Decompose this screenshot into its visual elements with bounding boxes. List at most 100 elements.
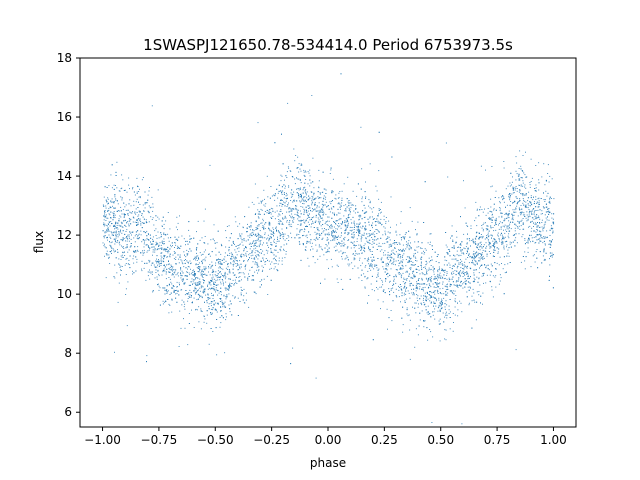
data-point bbox=[196, 290, 198, 291]
data-point bbox=[152, 240, 154, 242]
data-point bbox=[395, 275, 397, 277]
data-point bbox=[503, 245, 505, 247]
data-point bbox=[377, 245, 379, 247]
data-point bbox=[409, 258, 411, 260]
data-point bbox=[354, 225, 356, 227]
data-point bbox=[318, 202, 320, 204]
data-point bbox=[393, 278, 395, 280]
data-point bbox=[163, 249, 165, 251]
data-point bbox=[531, 212, 532, 214]
data-point bbox=[277, 251, 279, 253]
data-point bbox=[452, 239, 454, 241]
data-point bbox=[247, 231, 248, 233]
data-point bbox=[167, 212, 169, 213]
data-point bbox=[181, 299, 183, 301]
data-point bbox=[212, 276, 214, 278]
data-point bbox=[268, 240, 270, 242]
data-point bbox=[103, 215, 104, 217]
data-point bbox=[299, 200, 301, 202]
data-point bbox=[313, 216, 315, 218]
data-point bbox=[170, 244, 171, 246]
data-point bbox=[495, 190, 497, 192]
data-point bbox=[315, 234, 317, 236]
data-point bbox=[413, 294, 415, 296]
data-point bbox=[264, 233, 266, 235]
data-point bbox=[438, 274, 440, 276]
data-point bbox=[364, 266, 366, 268]
data-point bbox=[202, 291, 204, 293]
data-point bbox=[466, 267, 468, 269]
data-point bbox=[460, 285, 462, 287]
data-point bbox=[255, 227, 257, 228]
data-point bbox=[196, 252, 197, 254]
data-point bbox=[399, 234, 401, 236]
data-point bbox=[187, 300, 189, 302]
data-point bbox=[379, 278, 381, 280]
data-point bbox=[504, 241, 506, 243]
data-point bbox=[348, 200, 350, 201]
data-point bbox=[161, 256, 163, 258]
data-point bbox=[109, 244, 111, 246]
data-point bbox=[473, 254, 475, 256]
data-point bbox=[227, 263, 229, 265]
data-point bbox=[240, 256, 242, 258]
data-point bbox=[459, 274, 461, 276]
data-point bbox=[423, 302, 425, 303]
data-point bbox=[413, 276, 415, 278]
data-point bbox=[263, 189, 265, 191]
data-point bbox=[508, 213, 510, 215]
data-point bbox=[114, 243, 116, 245]
data-point bbox=[111, 241, 113, 243]
data-point bbox=[206, 302, 208, 304]
data-point bbox=[455, 241, 457, 243]
data-point bbox=[517, 202, 518, 204]
data-point bbox=[225, 230, 227, 232]
data-point bbox=[139, 204, 141, 205]
data-point bbox=[137, 250, 139, 252]
data-point bbox=[427, 287, 429, 289]
data-point bbox=[265, 203, 267, 205]
data-point bbox=[187, 266, 189, 267]
data-point bbox=[143, 243, 145, 245]
data-point bbox=[289, 207, 291, 209]
data-point bbox=[251, 232, 253, 234]
data-point bbox=[340, 245, 342, 247]
data-point bbox=[164, 249, 166, 251]
data-point bbox=[374, 265, 375, 267]
data-point bbox=[125, 258, 127, 260]
data-point bbox=[352, 237, 354, 239]
data-point bbox=[257, 122, 259, 124]
data-point bbox=[376, 287, 377, 288]
data-point bbox=[350, 219, 352, 221]
data-point bbox=[377, 272, 379, 274]
data-point bbox=[432, 314, 434, 316]
data-point bbox=[277, 236, 278, 238]
data-point bbox=[548, 243, 550, 245]
data-point bbox=[136, 191, 138, 193]
data-point bbox=[201, 273, 203, 275]
data-point bbox=[485, 214, 487, 216]
data-point bbox=[392, 300, 394, 302]
data-point bbox=[188, 284, 190, 286]
data-point bbox=[386, 241, 388, 243]
data-point bbox=[268, 210, 270, 212]
data-point bbox=[359, 257, 361, 259]
data-point bbox=[150, 272, 152, 274]
data-point bbox=[146, 230, 148, 232]
data-point bbox=[232, 240, 234, 242]
data-point bbox=[280, 250, 282, 252]
data-point bbox=[120, 196, 122, 198]
data-point bbox=[400, 222, 402, 224]
data-point bbox=[142, 177, 144, 178]
data-point bbox=[300, 164, 302, 166]
data-point bbox=[278, 231, 280, 233]
data-point bbox=[246, 251, 248, 252]
data-point bbox=[112, 248, 114, 250]
data-point bbox=[531, 227, 533, 229]
data-point bbox=[129, 211, 131, 213]
data-point bbox=[379, 221, 381, 223]
data-point bbox=[529, 239, 530, 241]
data-point bbox=[126, 191, 128, 193]
data-point bbox=[512, 186, 514, 188]
data-point bbox=[303, 231, 305, 233]
